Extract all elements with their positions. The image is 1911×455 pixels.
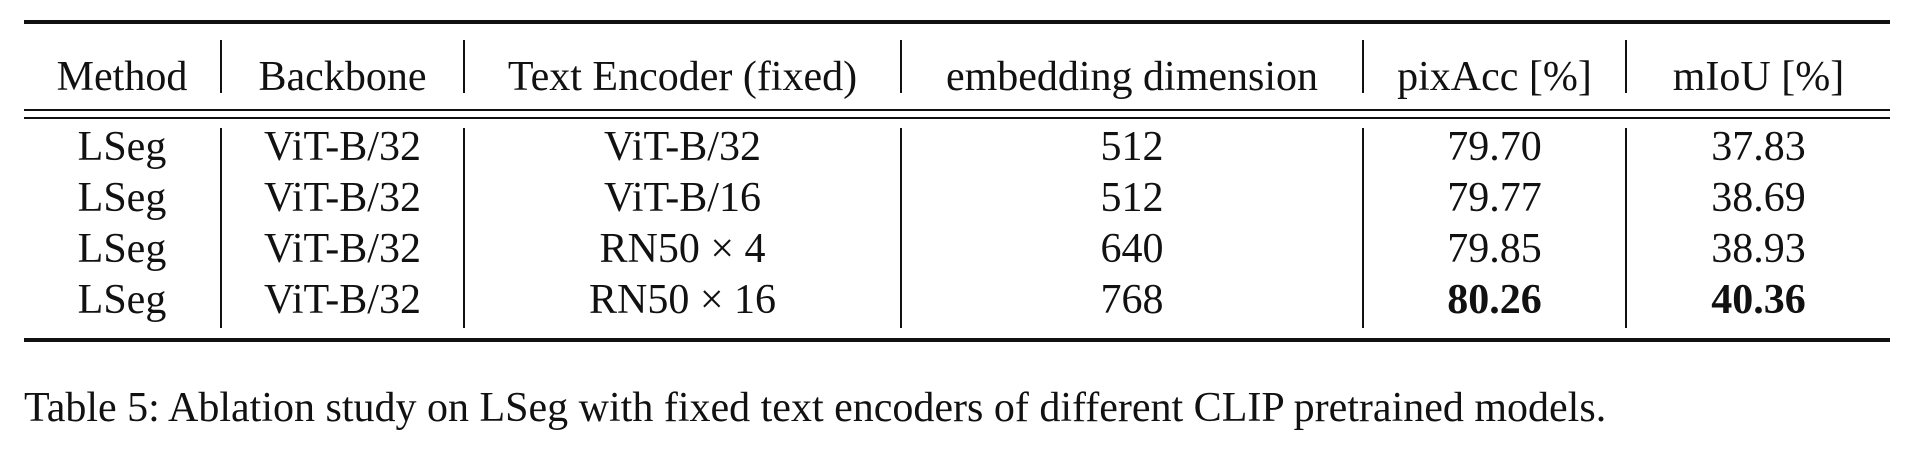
- table-bottom-rule: [24, 338, 1890, 342]
- header-embedding-dimension: embedding dimension: [945, 54, 1319, 100]
- cell-pixacc-best: 80.26: [1447, 277, 1542, 323]
- cell-miou: 38.93: [1711, 226, 1806, 272]
- header-miou: mIoU [%]: [1672, 54, 1845, 100]
- header-backbone: Backbone: [258, 54, 427, 100]
- cell-text-encoder: RN50 × 4: [599, 226, 766, 272]
- header-text-encoder: Text Encoder (fixed): [507, 54, 858, 100]
- header-method: Method: [56, 54, 188, 100]
- cell-backbone: ViT-B/32: [264, 124, 421, 170]
- col-divider: [900, 40, 902, 93]
- cell-miou: 38.69: [1711, 175, 1806, 221]
- cell-method: LSeg: [77, 124, 167, 170]
- cell-backbone: ViT-B/32: [264, 277, 421, 323]
- col-divider: [900, 128, 902, 328]
- col-divider: [1362, 128, 1364, 328]
- col-divider: [1625, 128, 1627, 328]
- cell-method: LSeg: [77, 277, 167, 323]
- cell-method: LSeg: [77, 175, 167, 221]
- col-divider: [463, 128, 465, 328]
- cell-embedding-dimension: 512: [1100, 175, 1164, 221]
- cell-method: LSeg: [77, 226, 167, 272]
- cell-pixacc: 79.85: [1447, 226, 1542, 272]
- header-rule-upper: [24, 109, 1890, 111]
- col-divider: [1362, 40, 1364, 93]
- table-caption: Table 5: Ablation study on LSeg with fix…: [24, 385, 1607, 431]
- cell-backbone: ViT-B/32: [264, 175, 421, 221]
- col-divider: [463, 40, 465, 93]
- table-top-rule: [24, 20, 1890, 24]
- cell-embedding-dimension: 640: [1100, 226, 1164, 272]
- col-divider: [1625, 40, 1627, 93]
- cell-embedding-dimension: 512: [1100, 124, 1164, 170]
- cell-text-encoder: ViT-B/16: [604, 175, 761, 221]
- cell-text-encoder: RN50 × 16: [588, 277, 777, 323]
- cell-text-encoder: ViT-B/32: [604, 124, 761, 170]
- cell-pixacc: 79.77: [1447, 175, 1542, 221]
- col-divider: [220, 40, 222, 93]
- cell-backbone: ViT-B/32: [264, 226, 421, 272]
- cell-miou: 37.83: [1711, 124, 1806, 170]
- cell-miou-best: 40.36: [1711, 277, 1806, 323]
- header-pixacc: pixAcc [%]: [1397, 54, 1592, 100]
- header-rule-lower: [24, 117, 1890, 119]
- cell-pixacc: 79.70: [1447, 124, 1542, 170]
- col-divider: [220, 128, 222, 328]
- cell-embedding-dimension: 768: [1100, 277, 1164, 323]
